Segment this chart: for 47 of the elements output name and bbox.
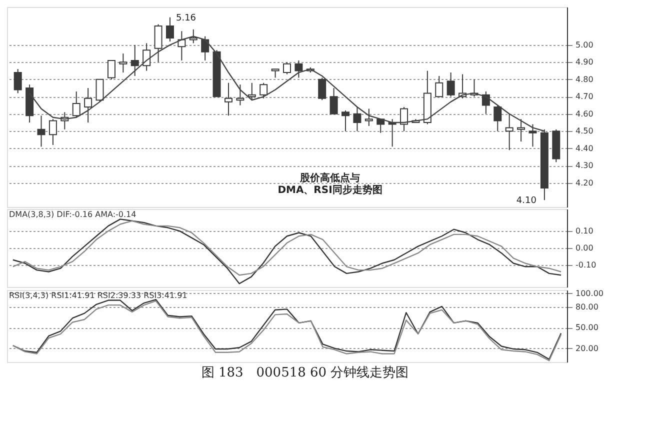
candlestick [142, 42, 151, 72]
candlestick [166, 16, 174, 42]
candlestick [107, 60, 116, 80]
candlestick [435, 75, 444, 98]
candlestick [72, 90, 80, 118]
candlestick [130, 44, 139, 76]
y-tick-label: 4.80 [576, 74, 594, 84]
y-tick-label: 4.90 [576, 58, 594, 67]
y-tick-label: 4.70 [576, 92, 594, 102]
chart-subtitle: DMA(3,8,3) DIF:-0.16 AMA:-0.14 [9, 210, 136, 219]
candlestick [294, 60, 303, 78]
annotation: 5.16 [176, 13, 196, 24]
y-tick-label: 0.10 [576, 226, 594, 236]
y-tick-label: 100.00 [576, 288, 604, 298]
candlestick [260, 82, 268, 99]
y-tick-label: 4.50 [576, 126, 594, 136]
y-tick-label: 4.60 [576, 109, 594, 118]
y-tick-label: 4.30 [576, 161, 594, 170]
candlestick [482, 90, 490, 114]
annotation: 股价高低点与 DMA、RSI同步走势图 [278, 172, 382, 196]
y-tick-label: 80.00 [576, 302, 598, 312]
candlestick [119, 53, 128, 74]
y-tick-label: 0.00 [576, 244, 594, 252]
line-series [12, 218, 562, 284]
candlestick [248, 82, 256, 101]
candlestick [342, 110, 350, 132]
candlestick [96, 78, 104, 102]
candlestick [236, 84, 244, 106]
chart-subtitle: RSI(3,4,3) RSI1:41.91 RSI2:39.33 RSI3:41.91 [9, 291, 188, 300]
y-tick-label: 50.00 [576, 323, 598, 332]
y-tick-label: 4.40 [576, 144, 594, 153]
y-tick-label: 20.00 [576, 344, 598, 353]
candlestick [37, 115, 46, 148]
y-tick-label: -0.10 [576, 260, 596, 270]
candlestick [364, 108, 373, 126]
candlestick [14, 68, 22, 94]
y-tick-label: 5.00 [576, 40, 594, 50]
annotation: 4.10 [516, 196, 537, 206]
candlestick [224, 82, 232, 116]
candlestick [84, 88, 92, 124]
candlestick [330, 88, 338, 114]
line-series [12, 220, 562, 276]
candlestick [283, 62, 291, 75]
candlestick [446, 72, 455, 98]
y-tick-label: 4.20 [576, 178, 594, 188]
candlestick [318, 77, 326, 101]
text: 图 183 000518 60 分钟线走势图 [201, 366, 409, 380]
